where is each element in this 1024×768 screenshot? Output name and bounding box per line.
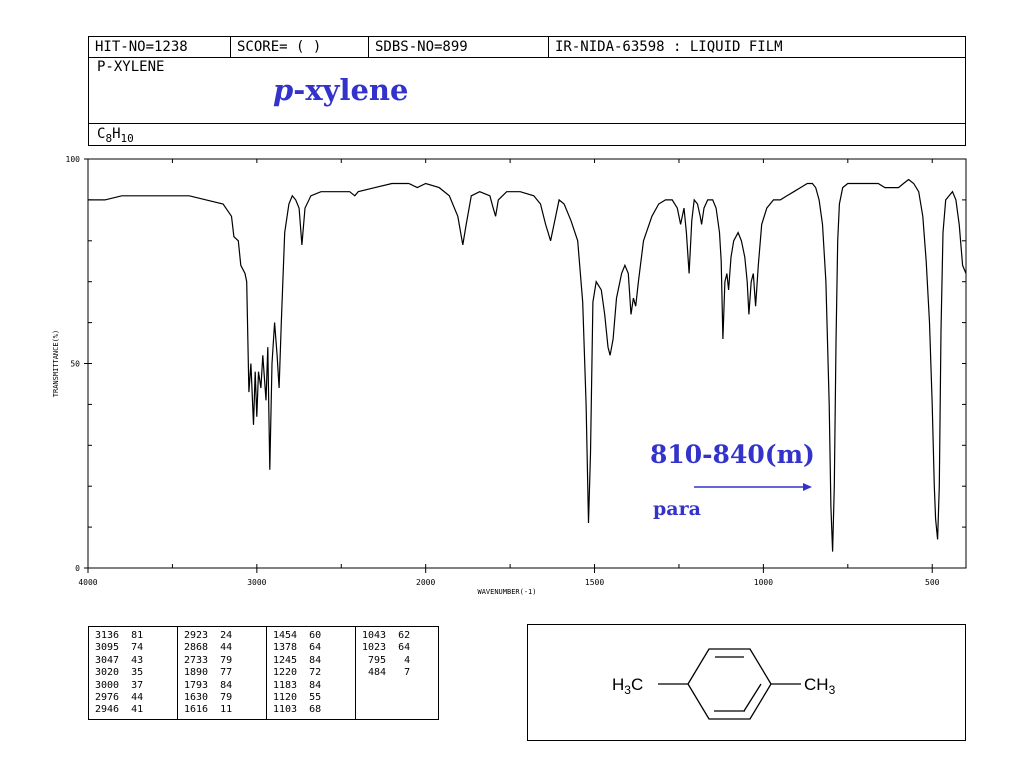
- peak-entry: 1043 62: [362, 630, 411, 641]
- x-axis-label: WAVENUMBER(-1): [477, 588, 536, 596]
- structure-letter: H: [816, 675, 828, 694]
- spectrum-line: [88, 178, 967, 552]
- molecular-formula: C8H10: [97, 126, 134, 145]
- formula-hydrogen-count: 10: [120, 131, 134, 145]
- peak-table-column: 2923 24 2868 44 2733 79 1890 77 1793 84 1630 …: [177, 626, 267, 720]
- p-xylene-structure: H3C CH3: [612, 648, 836, 720]
- peak-entry: 795 4: [362, 654, 411, 666]
- peak-entry: 3095 74: [95, 642, 144, 654]
- formula-carbon: C: [97, 126, 106, 142]
- peak-entry: 1793 84: [184, 679, 233, 691]
- peak-table-row: 3136 81 3095 74 3047 43 3020 35 3000 37 2976 …: [88, 626, 439, 720]
- peak-entry: 1103 68: [273, 704, 322, 716]
- peak-table-column: 1043 62 1023 64 795 4 484 7: [356, 627, 439, 720]
- compound-name-row: P-XYLENE p-xylene: [89, 57, 965, 124]
- peak-entry-empty: [362, 680, 432, 692]
- compound-display-name: p-xylene: [273, 73, 408, 107]
- peak-entry: 1183 84: [273, 679, 322, 691]
- peak-entry: 3136 81: [95, 630, 144, 641]
- header-info-row: HIT-NO=1238 SCORE= ( ) SDBS-NO=899 IR-NI…: [89, 37, 965, 58]
- peak-entry-empty: [362, 704, 432, 716]
- peak-entry: 2868 44: [184, 642, 233, 654]
- spectrum-header: HIT-NO=1238 SCORE= ( ) SDBS-NO=899 IR-NI…: [88, 36, 966, 146]
- peak-table: 3136 81 3095 74 3047 43 3020 35 3000 37 2976 …: [88, 626, 439, 720]
- peak-entry: 2946 41: [95, 704, 144, 716]
- methyl-right-label: CH3: [804, 675, 836, 697]
- subscript-digit: 3: [624, 683, 631, 697]
- peak-table-column: 3136 81 3095 74 3047 43 3020 35 3000 37 2976 …: [88, 626, 178, 720]
- peak-entry: 484 7: [362, 667, 411, 679]
- x-tick-label: 1500: [585, 578, 604, 587]
- x-tick-label: 500: [925, 578, 940, 587]
- score-field: SCORE= ( ): [231, 37, 369, 57]
- structure-letter: C: [631, 675, 643, 694]
- structure-box: H3C CH3: [527, 624, 966, 741]
- hit-number: HIT-NO=1238: [89, 37, 231, 57]
- methyl-left-label: H3C: [612, 675, 643, 697]
- compound-name: P-XYLENE: [97, 59, 165, 75]
- formula-hydrogen: H: [112, 126, 121, 142]
- peak-entry: 2976 44: [95, 692, 144, 704]
- peak-entry: 3000 37: [95, 679, 144, 691]
- peak-entry: 1220 72: [273, 667, 322, 679]
- peak-entry-empty: [362, 692, 432, 704]
- chart-axes: 4000 3000 2000 1500 1000 500 0 50 100 WAVENUMBER(…: [52, 155, 967, 596]
- benzene-ring: [687, 648, 772, 720]
- peak-entry: 2923 24: [184, 630, 233, 641]
- ring-double-bond-right: [743, 683, 762, 712]
- x-tick-label: 4000: [78, 578, 97, 587]
- structure-letter: C: [804, 675, 816, 694]
- peak-entry: 1454 60: [273, 630, 322, 641]
- peak-entry: 1378 64: [273, 642, 322, 654]
- peak-entry: 3047 43: [95, 654, 144, 666]
- peak-table-column: 1454 60 1378 64 1245 84 1220 72 1183 84 1120 …: [266, 626, 356, 720]
- annotation-arrow: [694, 483, 812, 491]
- annotation-range-label: 810-840(m): [650, 440, 815, 469]
- y-tick-label: 50: [70, 360, 80, 369]
- x-tick-label: 2000: [416, 578, 435, 587]
- peak-entry: 2733 79: [184, 654, 233, 666]
- x-tick-label: 1000: [754, 578, 773, 587]
- y-axis-label: TRANSMITTANCE(%): [52, 330, 60, 397]
- subscript-digit: 3: [829, 683, 836, 697]
- compound-display-name-rest: -xylene: [293, 73, 409, 107]
- peak-entry: 1120 55: [273, 692, 322, 704]
- ir-spectrum-chart: 4000 3000 2000 1500 1000 500 0 50 100 WAVENUMBER(…: [52, 155, 967, 596]
- peak-entry: 1245 84: [273, 654, 322, 666]
- ir-info: IR-NIDA-63598 : LIQUID FILM: [555, 39, 783, 55]
- x-tick-label: 3000: [247, 578, 266, 587]
- peak-entry: 1630 79: [184, 692, 233, 704]
- peak-entry: 1890 77: [184, 667, 233, 679]
- sdbs-number: SDBS-NO=899: [369, 37, 549, 57]
- y-tick-label: 0: [75, 564, 80, 573]
- annotation-note: para: [653, 498, 701, 520]
- peak-entry: 1023 64: [362, 642, 411, 654]
- formula-carbon-count: 8: [105, 131, 113, 145]
- structure-letter: H: [612, 675, 624, 694]
- peak-entry: 1616 11: [184, 704, 233, 716]
- formula-row: C8H10: [89, 123, 965, 145]
- y-tick-label: 100: [66, 155, 81, 164]
- peak-entry: 3020 35: [95, 667, 144, 679]
- compound-display-name-italic: p: [273, 73, 294, 107]
